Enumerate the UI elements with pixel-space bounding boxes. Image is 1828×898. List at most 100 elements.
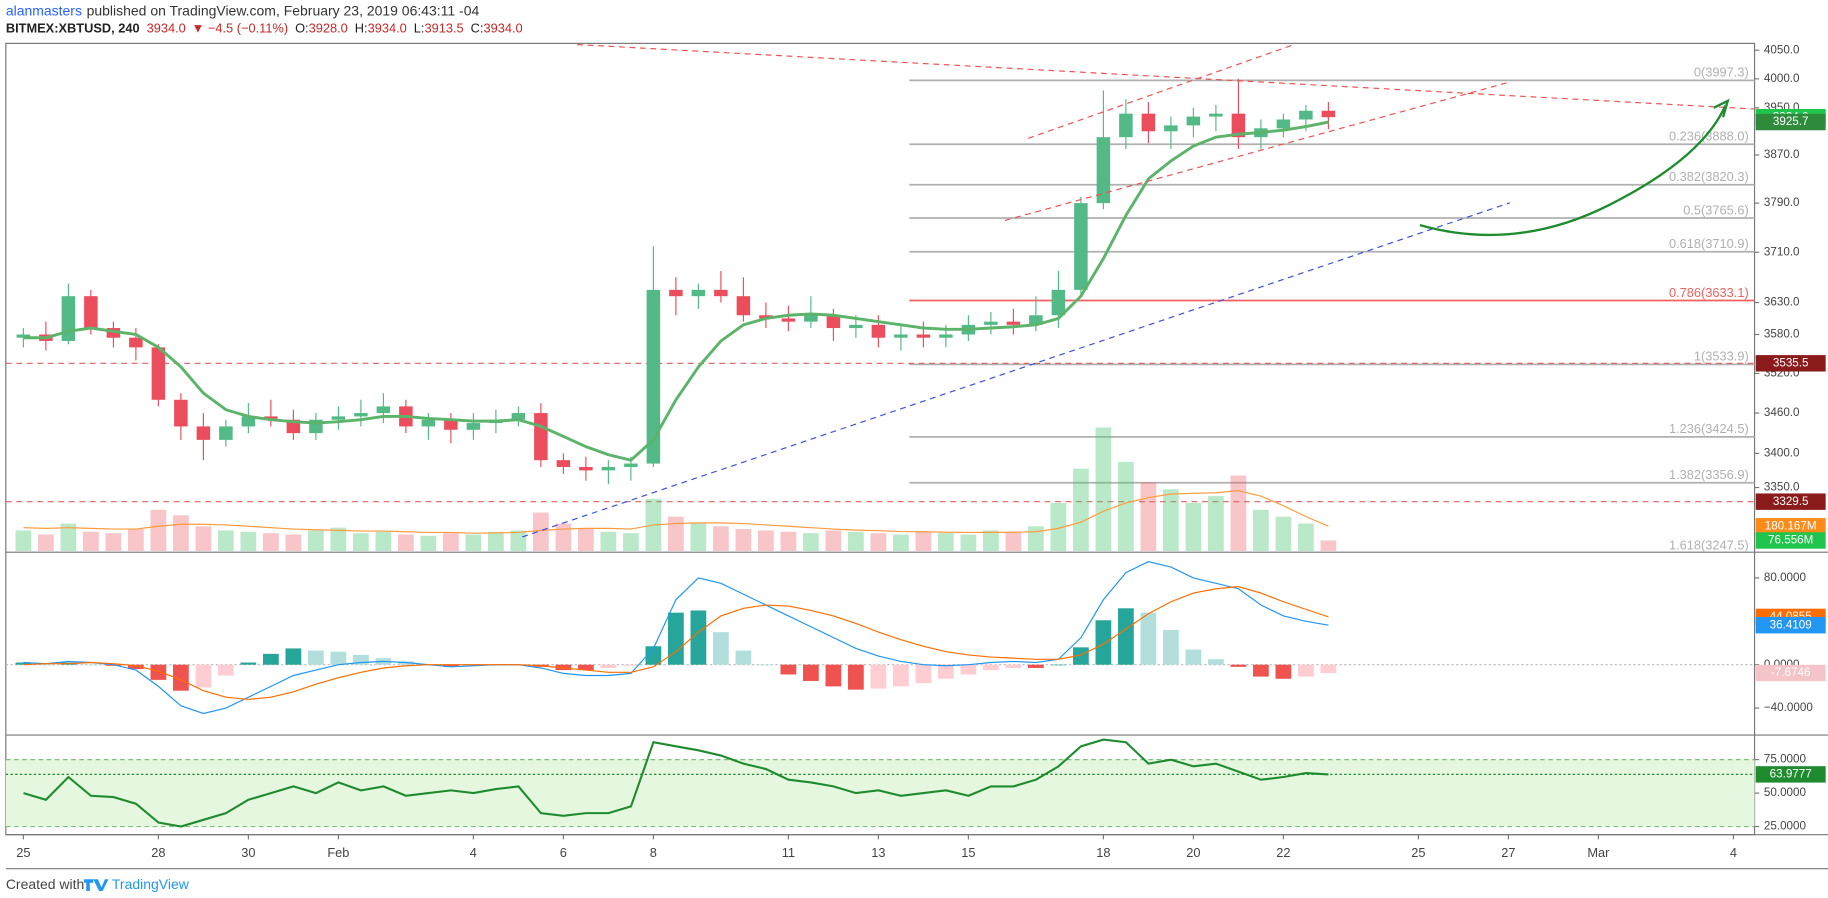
volume-bar	[758, 530, 774, 551]
volume-bar	[668, 516, 684, 551]
volume-bar	[893, 534, 909, 551]
volume-bar	[1230, 475, 1247, 551]
macd-histogram	[578, 664, 594, 671]
logo-icon	[83, 879, 109, 891]
candle-body	[916, 334, 931, 338]
candle-body	[556, 460, 571, 467]
x-tick-label: Feb	[327, 845, 349, 860]
candle-body	[601, 466, 616, 471]
price-tag-label: 180.167M	[1765, 519, 1817, 532]
candle-body	[736, 296, 751, 316]
y-tick-label: 3580.0	[1764, 328, 1800, 341]
volume-bar	[870, 533, 887, 551]
candle-body	[241, 416, 256, 427]
volume-bar	[420, 535, 437, 551]
volume-bar	[285, 534, 302, 551]
volume-bar	[1118, 461, 1134, 551]
volume-bar	[83, 531, 99, 551]
volume-bar	[983, 530, 999, 551]
arrow-head	[1713, 98, 1730, 118]
candle-body	[1164, 125, 1178, 132]
volume-bar	[465, 534, 482, 551]
rsi-band	[5, 759, 1755, 827]
candle-body	[939, 334, 953, 338]
macd-histogram	[1253, 664, 1269, 677]
candle-body	[264, 416, 278, 420]
x-tick-label: 30	[241, 845, 255, 860]
x-tick-label: 25	[1411, 845, 1425, 860]
ohlc-value: 3934.0	[483, 21, 522, 36]
y-tick-label: 3790.0	[1764, 196, 1800, 209]
price-tag-label: -7.6746	[1771, 666, 1811, 679]
macd-histogram	[803, 664, 819, 681]
x-tick-label: 28	[151, 845, 165, 860]
volume-bar	[1275, 516, 1292, 551]
macd-histogram	[1028, 664, 1044, 668]
ohlc-key: C:	[471, 21, 484, 36]
candle-body	[534, 413, 548, 461]
channel-upper[interactable]	[1028, 43, 1295, 139]
fib-label: 1(3533.9)	[1694, 349, 1749, 364]
candle-body	[444, 419, 458, 430]
volume-bar	[128, 529, 144, 551]
candle-body	[84, 296, 98, 329]
candle-body	[151, 347, 166, 400]
candle-body	[174, 399, 188, 427]
volume-bar	[1005, 531, 1022, 551]
volume-bar	[443, 533, 459, 551]
candle-body	[1276, 119, 1291, 129]
volume-bar	[398, 534, 414, 551]
candle-body	[1074, 203, 1088, 290]
volume-bar	[780, 531, 797, 551]
volume-bar	[330, 527, 347, 551]
candle-body	[691, 289, 706, 297]
volume-bar	[195, 526, 212, 551]
drawings	[522, 43, 1755, 538]
published: published on TradingView.com, February 2…	[87, 2, 480, 18]
macd-histogram	[893, 664, 909, 687]
macd-histogram	[1275, 664, 1292, 679]
volume-bar	[1140, 482, 1157, 551]
candle-body	[669, 289, 683, 297]
last-price: 3934.0	[147, 21, 186, 36]
x-tick-label: 13	[871, 845, 885, 860]
candle-body	[826, 315, 841, 329]
x-tick-label: 18	[1096, 845, 1110, 860]
macd-histogram	[1095, 620, 1112, 665]
y-tick-label: 50.0000	[1764, 786, 1807, 799]
author[interactable]: alanmasters	[6, 2, 82, 18]
volume-bar	[353, 533, 369, 551]
macd-histogram	[1208, 659, 1224, 665]
fib-label: 1.382(3356.9)	[1669, 467, 1749, 482]
y-tick-label: −40.0000	[1764, 701, 1813, 714]
projection-arrow[interactable]	[1419, 105, 1727, 237]
candle-body	[354, 413, 368, 417]
volume-bar	[218, 530, 234, 551]
price-tag	[1755, 664, 1826, 682]
fib-label: 0.618(3710.9)	[1669, 236, 1749, 251]
volume-bar	[578, 529, 594, 551]
support-line[interactable]	[522, 202, 1510, 538]
volume-bar	[1298, 523, 1314, 551]
macd-histogram	[1140, 612, 1157, 665]
macd-histogram	[15, 662, 32, 665]
x-tick-label: 4	[1730, 845, 1737, 860]
macd-histogram	[645, 646, 662, 665]
macd-histogram	[1298, 664, 1314, 677]
symbol-line: BITMEX:XBTUSD, 240 3934.0 ▼ −4.5 (−0.11%) O…	[6, 21, 523, 36]
ohlc-key: H:	[355, 21, 368, 36]
volume-bar	[240, 531, 257, 551]
ohlc-value: 3913.5	[424, 21, 463, 36]
candle-body	[466, 423, 481, 430]
macd-histogram	[195, 664, 212, 688]
candle-body	[61, 296, 76, 341]
macd-histogram	[150, 664, 167, 680]
candle-body	[871, 324, 886, 338]
trendline[interactable]	[577, 43, 1755, 110]
footer-brand[interactable]: TradingView	[112, 876, 190, 892]
candle-body	[1299, 110, 1313, 120]
volume-bar	[375, 531, 392, 551]
x-tick-label: 22	[1276, 845, 1290, 860]
channel-lower[interactable]	[1004, 81, 1510, 221]
